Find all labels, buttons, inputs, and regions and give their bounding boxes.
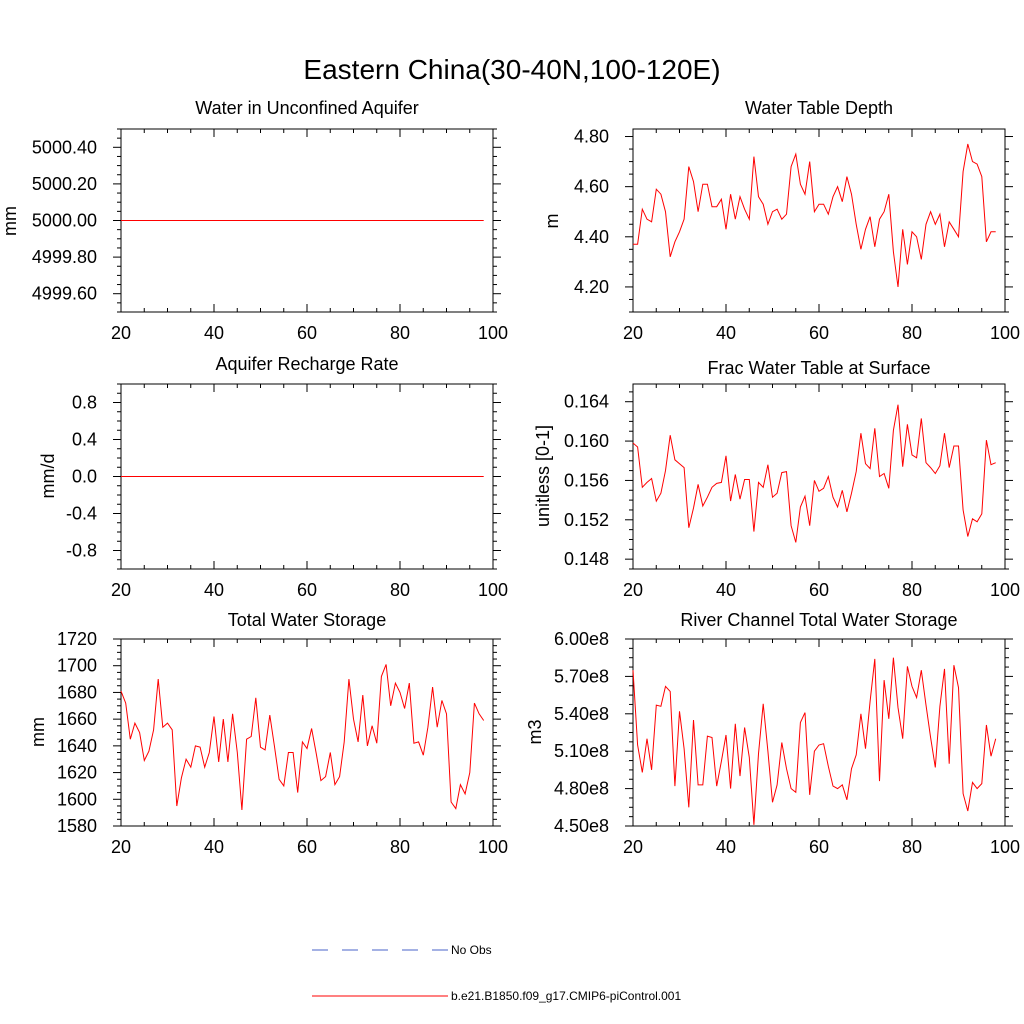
- y-tick-label: 5.40e8: [554, 704, 609, 724]
- y-tick-label: 1660: [57, 709, 97, 729]
- y-tick-label: 4.40: [574, 227, 609, 247]
- x-tick-label: 40: [716, 837, 736, 857]
- panel-title: Total Water Storage: [228, 610, 386, 630]
- series-line: [120, 664, 485, 811]
- y-tick-label: 1700: [57, 656, 97, 676]
- x-tick-label: 20: [623, 580, 643, 600]
- panel-title: Water in Unconfined Aquifer: [195, 98, 418, 118]
- figure-title: Eastern China(30-40N,100-120E): [303, 54, 720, 85]
- x-tick-label: 20: [111, 837, 131, 857]
- y-tick-label: 5000.20: [32, 174, 97, 194]
- x-tick-label: 60: [809, 323, 829, 343]
- x-tick-label: 60: [809, 580, 829, 600]
- x-tick-label: 20: [111, 323, 131, 343]
- plot-3: 20 40 60 80 100 0.148 0.152 0.156 0.160 0.164: [564, 384, 1020, 600]
- panel-water-in-unconfined-aquifer: Water in Unconfined Aquifer mm: [0, 98, 494, 313]
- x-tick-label: 100: [990, 837, 1020, 857]
- plot-0: 20 40 60 80 100 4999.60 4999.80 5000.00 5000.20 5…: [32, 128, 508, 343]
- y-tick-label: 6.00e8: [554, 629, 609, 649]
- x-tick-label: 80: [902, 580, 922, 600]
- y-tick-label: 4.20: [574, 277, 609, 297]
- y-tick-label: -0.4: [66, 504, 97, 524]
- plot-1: 20 40 60 80 100 4.20 4.40 4.60 4.80: [574, 127, 1020, 343]
- y-axis-label: m: [542, 214, 562, 229]
- y-tick-label: 4.50e8: [554, 816, 609, 836]
- y-axis-label: m3: [525, 719, 545, 744]
- x-tick-label: 40: [716, 323, 736, 343]
- x-tick-label: 20: [623, 323, 643, 343]
- series-line: [632, 404, 996, 543]
- legend: No Obs b.e21.B1850.f09_g17.CMIP6-piContr…: [312, 943, 681, 1003]
- y-tick-label: 5000.40: [32, 137, 97, 157]
- y-tick-label: 4999.60: [32, 284, 97, 304]
- y-tick-label: 0.156: [564, 470, 609, 490]
- y-tick-label: 0.164: [564, 392, 609, 412]
- x-tick-label: 60: [297, 837, 317, 857]
- x-tick-label: 60: [297, 323, 317, 343]
- plot-4: 20 40 60 80 100 1580 1600 1620 1640 1660 1680 1700 1…: [57, 629, 508, 857]
- y-tick-label: 4.80e8: [554, 779, 609, 799]
- y-tick-label: 0.152: [564, 510, 609, 530]
- x-tick-label: 80: [902, 323, 922, 343]
- plot-frame: [632, 383, 1006, 570]
- x-tick-label: 80: [390, 580, 410, 600]
- plot-5: 20 40 60 80 100 4.50e8 4.80e8 5.10e8 5.40e8 5.70e…: [554, 629, 1020, 857]
- x-tick-label: 60: [297, 580, 317, 600]
- x-tick-label: 40: [716, 580, 736, 600]
- y-tick-label: 1640: [57, 736, 97, 756]
- x-tick-label: 80: [390, 837, 410, 857]
- y-tick-label: 4.80: [574, 127, 609, 147]
- plot-2: 20 40 60 80 100 -0.8 -0.4 0.0 0.4 0.8: [66, 383, 508, 600]
- panel-title: Frac Water Table at Surface: [707, 358, 930, 378]
- y-tick-label: 0.8: [72, 393, 97, 413]
- y-tick-label: 5000.00: [32, 211, 97, 231]
- y-tick-label: 1580: [57, 816, 97, 836]
- y-tick-label: 1720: [57, 629, 97, 649]
- legend-label-no-obs: No Obs: [451, 943, 492, 957]
- legend-label-model: b.e21.B1850.f09_g17.CMIP6-piControl.001: [451, 989, 681, 1003]
- x-tick-label: 100: [478, 580, 508, 600]
- x-tick-label: 40: [204, 580, 224, 600]
- x-tick-label: 40: [204, 323, 224, 343]
- x-tick-label: 100: [990, 580, 1020, 600]
- y-axis-label: mm: [0, 206, 20, 236]
- x-tick-label: 40: [204, 837, 224, 857]
- plot-frame: [632, 128, 1006, 313]
- y-tick-label: 0.160: [564, 431, 609, 451]
- x-tick-label: 100: [990, 323, 1020, 343]
- panel-title: Aquifer Recharge Rate: [215, 354, 398, 374]
- x-tick-label: 60: [809, 837, 829, 857]
- y-axis-label: unitless [0-1]: [533, 425, 553, 527]
- y-tick-label: 4.60: [574, 177, 609, 197]
- y-tick-label: 1680: [57, 682, 97, 702]
- panel-aquifer-recharge-rate: Aquifer Recharge Rate mm/d: [38, 354, 494, 570]
- series-line: [633, 143, 996, 287]
- panel-title: River Channel Total Water Storage: [680, 610, 957, 630]
- x-tick-label: 100: [478, 837, 508, 857]
- x-tick-label: 80: [902, 837, 922, 857]
- y-axis-label: mm: [28, 717, 48, 747]
- y-tick-label: 5.10e8: [554, 741, 609, 761]
- y-tick-label: 4999.80: [32, 247, 97, 267]
- x-tick-label: 20: [623, 837, 643, 857]
- y-tick-label: 0.0: [72, 467, 97, 487]
- y-tick-label: 0.148: [564, 549, 609, 569]
- panel-title: Water Table Depth: [745, 98, 893, 118]
- x-tick-label: 80: [390, 323, 410, 343]
- y-tick-label: 1600: [57, 789, 97, 809]
- panel-frac-water-table-at-surface: Frac Water Table at Surface unitless [0-…: [533, 358, 1006, 570]
- x-tick-label: 20: [111, 580, 131, 600]
- y-tick-label: 1620: [57, 763, 97, 783]
- series-line: [632, 657, 997, 825]
- plot-frame: [632, 638, 1006, 827]
- y-tick-label: 5.70e8: [554, 666, 609, 686]
- y-tick-label: 0.4: [72, 430, 97, 450]
- y-tick-label: -0.8: [66, 541, 97, 561]
- y-axis-label: mm/d: [38, 454, 58, 499]
- x-tick-label: 100: [478, 323, 508, 343]
